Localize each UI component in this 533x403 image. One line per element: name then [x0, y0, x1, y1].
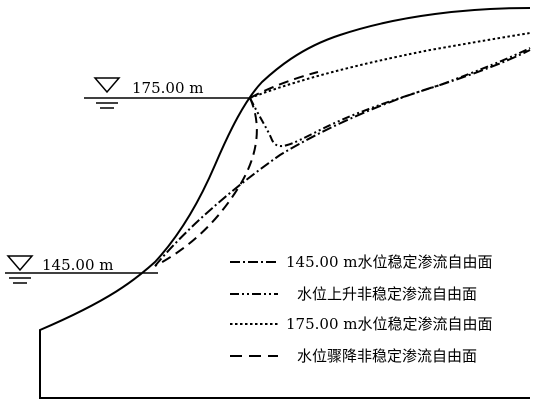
water-level-label-175: 175.00 m: [132, 79, 203, 97]
seepage-line-175-steady: [249, 32, 531, 99]
legend-item-145-steady: 145.00 m水位稳定渗流自由面: [286, 253, 492, 271]
water-level-symbol-175: [93, 77, 121, 109]
seepage-line-drawdown: [154, 71, 319, 267]
seepage-line-145-steady: [154, 49, 531, 267]
water-level-symbol-145: [6, 255, 34, 284]
slope-outline: [39, 7, 531, 399]
legend-item-drawdown: 水位骤降非稳定渗流自由面: [297, 347, 477, 365]
legend-item-rising: 水位上升非稳定渗流自由面: [297, 285, 477, 303]
water-level-label-145: 145.00 m: [42, 256, 113, 274]
seepage-line-rising: [249, 47, 531, 148]
legend-item-175-steady: 175.00 m水位稳定渗流自由面: [286, 315, 492, 333]
legend: 145.00 m水位稳定渗流自由面 水位上升非稳定渗流自由面 175.00 m水…: [230, 253, 492, 365]
